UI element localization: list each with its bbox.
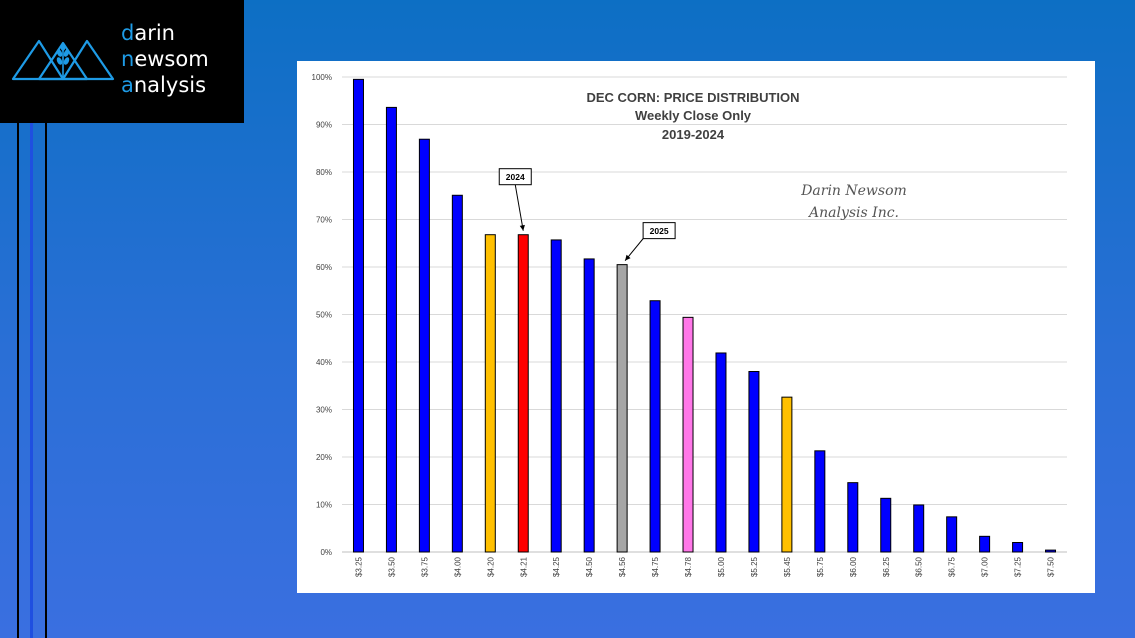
watermark-line-2: Analysis Inc. xyxy=(807,205,899,221)
x-tick-label: $3.25 xyxy=(354,556,363,577)
x-tick-label: $4.20 xyxy=(486,556,495,577)
bar xyxy=(616,264,628,553)
logo-wordmark: darin newsom analysis xyxy=(121,20,209,98)
x-tick-label: $4.00 xyxy=(453,556,462,577)
logo-line-darin: darin xyxy=(121,21,175,45)
annotations: 2024 2025 xyxy=(498,168,676,261)
chart-panel: 0% 10% 20% 30% 40% 50% 60% 70% 80% 90% 100% $3.25 $… xyxy=(297,61,1095,593)
chart-subtitle: Weekly Close Only xyxy=(635,108,752,123)
x-tick-label: $4.75 xyxy=(651,556,660,577)
annotation-label: 2024 xyxy=(506,172,525,182)
x-tick-label: $4.25 xyxy=(552,556,561,577)
bar xyxy=(550,239,562,553)
annotation-arrow xyxy=(514,184,524,231)
bar xyxy=(682,316,694,553)
y-tick-label: 0% xyxy=(320,548,332,557)
bar xyxy=(649,300,661,553)
y-axis: 0% 10% 20% 30% 40% 50% 60% 70% 80% 90% 100% xyxy=(312,73,332,557)
watermark-line-1: Darin Newsom xyxy=(800,183,907,199)
y-tick-label: 70% xyxy=(316,216,332,225)
y-tick-label: 30% xyxy=(316,406,332,415)
mountain-wheat-icon xyxy=(11,39,115,81)
bar xyxy=(352,78,364,553)
x-tick-label: $5.25 xyxy=(750,556,759,577)
bar xyxy=(1045,549,1057,553)
logo-line-analysis: analysis xyxy=(121,73,207,97)
bar xyxy=(847,482,859,553)
x-tick-label: $4.50 xyxy=(585,556,594,577)
x-tick-label: $7.50 xyxy=(1047,556,1056,577)
decor-line-3 xyxy=(45,123,47,638)
y-tick-label: 10% xyxy=(316,501,332,510)
y-tick-label: 40% xyxy=(316,358,332,367)
y-tick-label: 60% xyxy=(316,263,332,272)
bar xyxy=(715,352,727,553)
logo-line-newsom: newsom xyxy=(121,47,209,71)
bar xyxy=(451,194,463,553)
y-tick-label: 100% xyxy=(312,73,332,82)
x-tick-label: $5.00 xyxy=(717,556,726,577)
x-tick-label: $3.75 xyxy=(420,556,429,577)
logo-panel: darin newsom analysis xyxy=(0,0,244,123)
annotation-box xyxy=(642,222,676,240)
x-tick-label: $7.25 xyxy=(1014,556,1023,577)
bar xyxy=(748,371,760,553)
x-tick-label: $6.00 xyxy=(849,556,858,577)
x-tick-label: $4.78 xyxy=(684,556,693,577)
x-tick-label: $4.21 xyxy=(519,556,528,577)
bar xyxy=(418,138,430,553)
x-tick-label: $6.50 xyxy=(915,556,924,577)
decor-line-1 xyxy=(17,123,19,638)
x-tick-label: $3.50 xyxy=(387,556,396,577)
decor-line-2 xyxy=(30,123,33,638)
bar xyxy=(1012,542,1024,553)
y-tick-label: 50% xyxy=(316,311,332,320)
bar xyxy=(583,258,595,553)
grid-lines xyxy=(342,76,1067,553)
bars xyxy=(352,78,1057,553)
bar xyxy=(946,516,958,553)
x-tick-label: $6.75 xyxy=(948,556,957,577)
annotation-arrowhead xyxy=(625,254,631,261)
x-tick-label: $5.45 xyxy=(783,556,792,577)
bar xyxy=(517,234,529,553)
bar xyxy=(814,450,826,553)
y-tick-label: 80% xyxy=(316,168,332,177)
bar xyxy=(880,497,892,553)
chart-title: DEC CORN: PRICE DISTRIBUTION xyxy=(586,90,799,105)
annotation-label: 2025 xyxy=(650,226,669,236)
bar xyxy=(484,234,496,553)
x-tick-label: $7.00 xyxy=(981,556,990,577)
x-tick-label: $6.25 xyxy=(882,556,891,577)
bar xyxy=(913,504,925,553)
bar xyxy=(781,396,793,553)
bar xyxy=(385,106,397,553)
annotation-arrowhead xyxy=(519,224,525,231)
x-axis: $3.25 $3.50 $3.75 $4.00 $4.20 $4.21 $4.25 $4.50… xyxy=(354,556,1055,577)
x-tick-label: $5.75 xyxy=(816,556,825,577)
y-tick-label: 90% xyxy=(316,121,332,130)
x-tick-label: $4.56 xyxy=(618,556,627,577)
chart-subtitle-years: 2019-2024 xyxy=(662,127,725,142)
y-tick-label: 20% xyxy=(316,453,332,462)
price-distribution-chart: 0%10%20%30%40%50%60%70%80%90%100% $3.25 $… xyxy=(312,73,1067,577)
bar xyxy=(979,535,991,553)
